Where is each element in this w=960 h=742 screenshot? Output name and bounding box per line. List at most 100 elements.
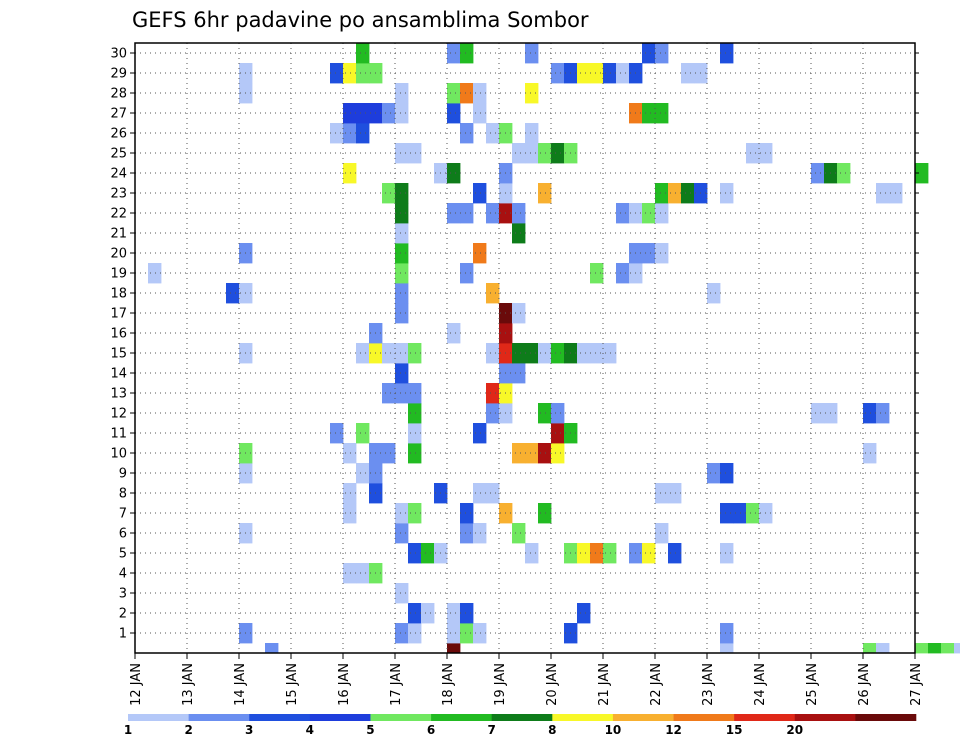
x-tick-label: 14 JAN [233, 663, 248, 706]
heatmap-cell [486, 383, 500, 404]
y-tick-label: 6 [119, 527, 127, 542]
heatmap-cell [408, 503, 422, 524]
y-tick-label: 25 [110, 147, 127, 162]
heatmap-cells [148, 43, 960, 654]
heatmap-cell [473, 83, 487, 104]
y-tick-label: 9 [119, 467, 127, 482]
y-tick-label: 14 [110, 367, 127, 382]
heatmap-cell [720, 623, 734, 644]
colorbar-label: 8 [548, 723, 556, 737]
heatmap-cell [447, 643, 461, 654]
heatmap-cell [343, 63, 357, 84]
heatmap-cell [408, 343, 422, 364]
chart-title: GEFS 6hr padavine po ansamblima Sombor [132, 8, 589, 32]
colorbar-swatch [370, 714, 432, 721]
heatmap-cell [642, 203, 656, 224]
x-tick-label: 17 JAN [389, 663, 404, 706]
heatmap-cell [577, 63, 591, 84]
y-tick-label: 16 [110, 327, 127, 342]
heatmap-cell [603, 343, 617, 364]
heatmap-cell [408, 143, 422, 164]
heatmap-cell [512, 363, 526, 384]
x-axis: 12 JAN 13 JAN 14 JAN 15 JAN 16 JAN 17 JAN 18 J… [129, 653, 924, 706]
heatmap-cell [395, 203, 409, 224]
heatmap-cell [876, 403, 890, 424]
y-tick-label: 11 [110, 427, 127, 442]
heatmap-cell [395, 363, 409, 384]
heatmap-cell [603, 63, 617, 84]
heatmap-cell [395, 283, 409, 304]
x-tick-label: 13 JAN [181, 663, 196, 706]
heatmap-cell [525, 143, 539, 164]
heatmap-cell [512, 343, 526, 364]
heatmap-cell [577, 343, 591, 364]
heatmap-cell [460, 603, 474, 624]
heatmap-cell [382, 383, 396, 404]
y-tick-label: 3 [119, 587, 127, 602]
heatmap-cell [811, 163, 825, 184]
heatmap-cell [460, 83, 474, 104]
heatmap-cell [707, 463, 721, 484]
colorbar-swatch [491, 714, 553, 721]
heatmap-cell [460, 503, 474, 524]
heatmap-cell [746, 143, 760, 164]
heatmap-cell [473, 183, 487, 204]
heatmap-cell [148, 263, 162, 284]
heatmap-cell [486, 483, 500, 504]
y-tick-label: 28 [110, 87, 127, 102]
colorbar-swatch [128, 714, 189, 721]
heatmap-cell [408, 423, 422, 444]
y-tick-label: 1 [119, 627, 127, 642]
heatmap-cell [616, 263, 630, 284]
colorbar-label: 5 [366, 723, 374, 737]
x-tick-label: 12 JAN [129, 663, 144, 706]
heatmap-cell [447, 163, 461, 184]
heatmap-cell [590, 543, 604, 564]
x-tick-label: 26 JAN [857, 663, 872, 706]
x-tick-label: 20 JAN [545, 663, 560, 706]
heatmap-cell [954, 643, 960, 654]
y-tick-label: 18 [110, 287, 127, 302]
heatmap-cell [525, 443, 539, 464]
heatmap-cell [473, 523, 487, 544]
colorbar-swatch [431, 714, 492, 721]
heatmap-cell [655, 483, 669, 504]
heatmap-cell [226, 283, 240, 304]
heatmap-cell [395, 223, 409, 244]
heatmap-cell [720, 643, 734, 654]
heatmap-cell [460, 263, 474, 284]
heatmap-cell [603, 543, 617, 564]
y-tick-label: 24 [110, 167, 127, 182]
grid-lines [135, 43, 915, 653]
heatmap-cell [486, 403, 500, 424]
heatmap-cell [356, 423, 370, 444]
heatmap-cell [447, 83, 461, 104]
heatmap-cell [616, 203, 630, 224]
colorbar-label: 12 [665, 723, 682, 737]
heatmap-cell [447, 43, 461, 64]
colorbar-label: 15 [726, 723, 743, 737]
heatmap-cell [395, 103, 409, 124]
heatmap-cell [928, 643, 942, 654]
y-tick-label: 5 [119, 547, 127, 562]
heatmap-cell [512, 143, 526, 164]
heatmap-cell [876, 643, 890, 654]
heatmap-cell [577, 543, 591, 564]
heatmap-cell [655, 103, 669, 124]
colorbar-label: 4 [306, 723, 314, 737]
heatmap-cell [707, 283, 721, 304]
heatmap-cell [512, 443, 526, 464]
colorbar-swatch [309, 714, 371, 721]
colorbar-swatch [855, 714, 917, 721]
x-tick-label: 15 JAN [285, 663, 300, 706]
heatmap-cell [408, 623, 422, 644]
heatmap-cell [395, 83, 409, 104]
heatmap-cell [863, 643, 877, 654]
heatmap-cell [343, 443, 357, 464]
colorbar-label: 20 [786, 723, 803, 737]
colorbar-swatch [552, 714, 614, 721]
colorbar-label: 3 [245, 723, 253, 737]
y-tick-label: 10 [110, 447, 127, 462]
heatmap-cell [473, 103, 487, 124]
